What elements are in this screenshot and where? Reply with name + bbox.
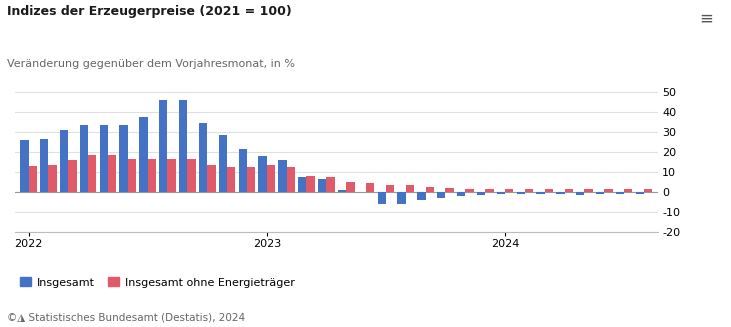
- Bar: [238, 148, 247, 192]
- Bar: [644, 189, 652, 192]
- Bar: [207, 165, 216, 192]
- Bar: [247, 167, 255, 192]
- Bar: [259, 156, 267, 192]
- Bar: [287, 167, 295, 192]
- Bar: [140, 117, 148, 192]
- Bar: [406, 185, 414, 192]
- Bar: [585, 189, 593, 192]
- Bar: [624, 189, 632, 192]
- Bar: [466, 189, 474, 192]
- Bar: [576, 192, 585, 195]
- Bar: [306, 176, 315, 192]
- Bar: [517, 192, 525, 194]
- Bar: [457, 192, 466, 196]
- Bar: [636, 192, 644, 194]
- Bar: [159, 100, 167, 192]
- Bar: [267, 165, 275, 192]
- Bar: [298, 177, 306, 192]
- Bar: [179, 100, 187, 192]
- Bar: [477, 192, 485, 195]
- Bar: [556, 192, 564, 194]
- Text: Veränderung gegenüber dem Vorjahresmonat, in %: Veränderung gegenüber dem Vorjahresmonat…: [7, 59, 295, 69]
- Bar: [48, 165, 57, 192]
- Bar: [616, 192, 624, 194]
- Bar: [445, 188, 454, 192]
- Bar: [338, 190, 346, 192]
- Bar: [366, 183, 374, 192]
- Bar: [108, 155, 116, 192]
- Legend: Insgesamt, Insgesamt ohne Energieträger: Insgesamt, Insgesamt ohne Energieträger: [20, 277, 295, 287]
- Text: ©◮ Statistisches Bundesamt (Destatis), 2024: ©◮ Statistisches Bundesamt (Destatis), 2…: [7, 312, 246, 322]
- Bar: [564, 189, 573, 192]
- Bar: [485, 189, 493, 192]
- Bar: [60, 130, 68, 192]
- Bar: [187, 159, 196, 192]
- Bar: [525, 189, 533, 192]
- Bar: [386, 185, 394, 192]
- Bar: [88, 155, 96, 192]
- Bar: [119, 125, 128, 192]
- Bar: [537, 192, 545, 194]
- Bar: [68, 160, 77, 192]
- Bar: [505, 189, 513, 192]
- Bar: [377, 192, 386, 204]
- Bar: [398, 192, 406, 204]
- Bar: [80, 125, 88, 192]
- Bar: [425, 187, 434, 192]
- Bar: [29, 166, 37, 192]
- Bar: [605, 189, 613, 192]
- Bar: [545, 189, 553, 192]
- Bar: [167, 159, 176, 192]
- Bar: [199, 123, 207, 192]
- Text: Indizes der Erzeugerpreise (2021 = 100): Indizes der Erzeugerpreise (2021 = 100): [7, 5, 292, 18]
- Bar: [227, 167, 235, 192]
- Bar: [128, 159, 136, 192]
- Bar: [326, 177, 335, 192]
- Text: ≡: ≡: [699, 10, 713, 28]
- Bar: [40, 139, 48, 192]
- Bar: [318, 179, 326, 192]
- Bar: [20, 140, 29, 192]
- Bar: [279, 160, 287, 192]
- Bar: [346, 182, 355, 192]
- Bar: [148, 159, 156, 192]
- Bar: [417, 192, 425, 200]
- Bar: [496, 192, 505, 194]
- Bar: [219, 135, 227, 192]
- Bar: [99, 125, 108, 192]
- Bar: [437, 192, 445, 198]
- Bar: [596, 192, 605, 194]
